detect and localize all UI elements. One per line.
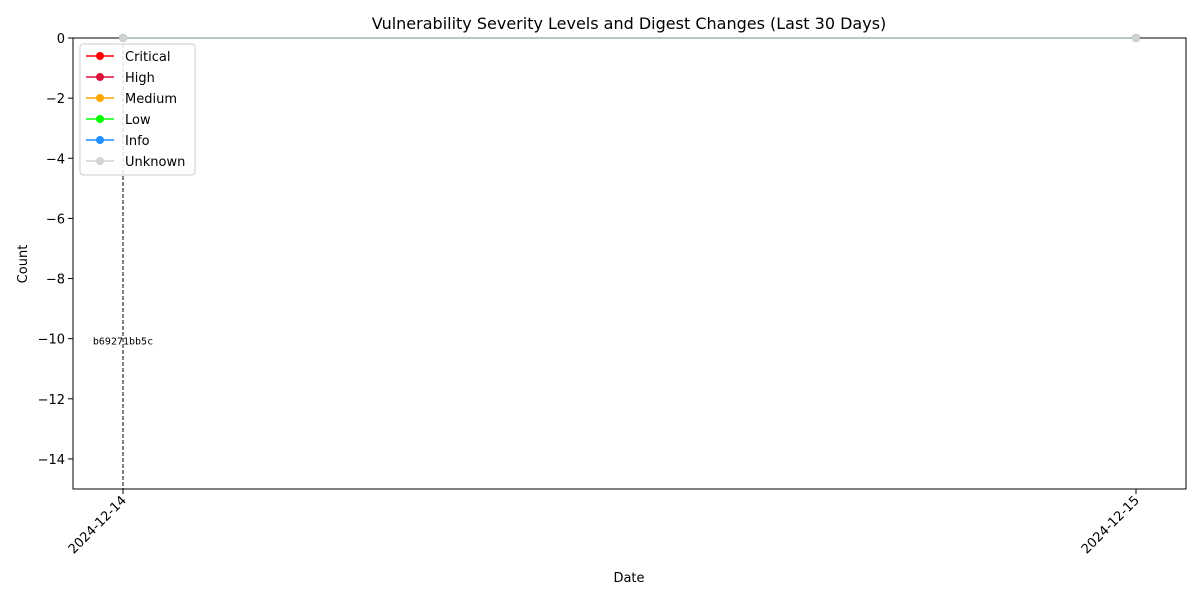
y-axis: 0 −2 −4 −6 −8 −10 −12 −14 (38, 32, 73, 468)
y-tick-label: 0 (57, 32, 65, 47)
series-lines (119, 34, 1140, 42)
legend-swatch-marker (96, 94, 104, 102)
legend-entry-unknown: Unknown (125, 155, 185, 170)
legend: Critical High Medium Low Info Unknown (79, 43, 196, 176)
digest-change-label: b69271bb5c (93, 337, 153, 348)
y-tick-label: −10 (38, 333, 65, 348)
legend-swatch-marker (96, 136, 104, 144)
legend-entry-critical: Critical (125, 50, 170, 65)
y-axis-label: Count (16, 245, 31, 284)
data-point-unknown (119, 34, 127, 42)
legend-swatch-marker (96, 115, 104, 123)
legend-entry-low: Low (125, 113, 151, 128)
plot-area (72, 37, 1187, 490)
y-tick-label: −8 (46, 273, 65, 288)
legend-entry-high: High (125, 71, 155, 86)
legend-swatch-marker (96, 157, 104, 165)
y-tick-label: −2 (46, 92, 65, 107)
legend-entry-info: Info (125, 134, 150, 149)
data-point-unknown (1132, 34, 1140, 42)
y-tick-label: −6 (46, 212, 65, 227)
x-axis-label: Date (613, 571, 644, 586)
legend-swatch-marker (96, 73, 104, 81)
chart-title: Vulnerability Severity Levels and Digest… (372, 14, 887, 33)
y-tick-label: −12 (38, 393, 65, 408)
legend-swatch-marker (96, 52, 104, 60)
y-tick-label: −4 (46, 152, 65, 167)
legend-entry-medium: Medium (125, 92, 177, 107)
y-tick-label: −14 (38, 453, 65, 468)
